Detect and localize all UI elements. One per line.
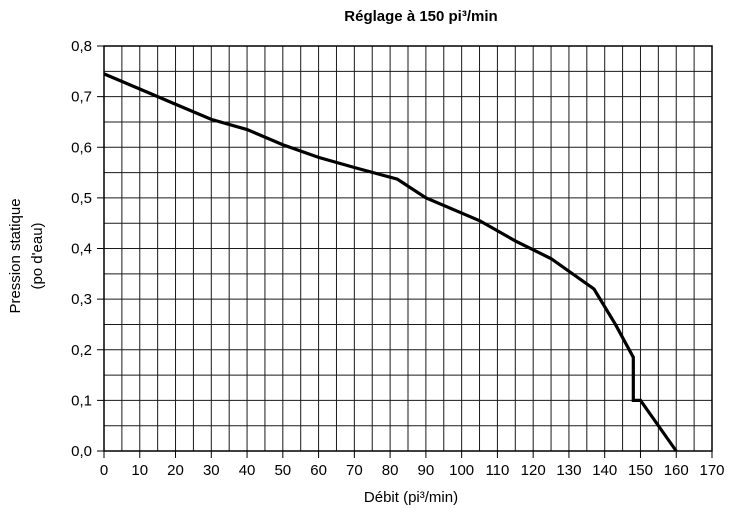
x-tick-label: 110: [485, 462, 509, 479]
x-tick-label: 150: [628, 462, 653, 479]
pressure-curve: [103, 72, 678, 452]
y-axis-label-line2: (po d'eau): [29, 222, 46, 289]
x-tick-label: 170: [699, 462, 724, 479]
y-tick-label: 0,8: [71, 38, 92, 55]
x-tick-label: 60: [310, 462, 327, 479]
y-axis-label-line1: Pression statique: [7, 198, 24, 313]
x-tick-label: 70: [346, 462, 363, 479]
axis-ticks: 0 10 20 30 40 50 60 70 80 90 100 110 120 130 140 150 160…: [71, 38, 724, 479]
x-tick-label: 80: [382, 462, 399, 479]
x-tick-label: 140: [592, 462, 617, 479]
y-tick-label: 0,1: [71, 392, 92, 409]
x-tick-label: 30: [203, 462, 220, 479]
x-tick-label: 0: [100, 462, 108, 479]
y-tick-label: 0,3: [71, 291, 92, 308]
x-tick-label: 100: [449, 462, 474, 479]
x-axis-label: Débit (pi³/min): [364, 489, 458, 506]
y-tick-label: 0,2: [71, 342, 92, 359]
x-tick-label: 50: [274, 462, 291, 479]
x-tick-label: 40: [239, 462, 256, 479]
y-tick-label: 0,4: [71, 241, 92, 258]
chart-title: Réglage à 150 pi³/min: [344, 8, 497, 25]
grid-layer: [103, 45, 713, 452]
x-tick-label: 10: [131, 462, 148, 479]
x-tick-label: 90: [418, 462, 435, 479]
series-layer: [103, 72, 678, 452]
y-tick-label: 0,6: [71, 139, 92, 156]
y-tick-label: 0,0: [71, 443, 92, 460]
x-tick-label: 130: [556, 462, 581, 479]
x-tick-label: 120: [521, 462, 546, 479]
y-tick-label: 0,5: [71, 190, 92, 207]
y-tick-label: 0,7: [71, 89, 92, 106]
x-tick-label: 20: [167, 462, 184, 479]
x-tick-label: 160: [664, 462, 689, 479]
